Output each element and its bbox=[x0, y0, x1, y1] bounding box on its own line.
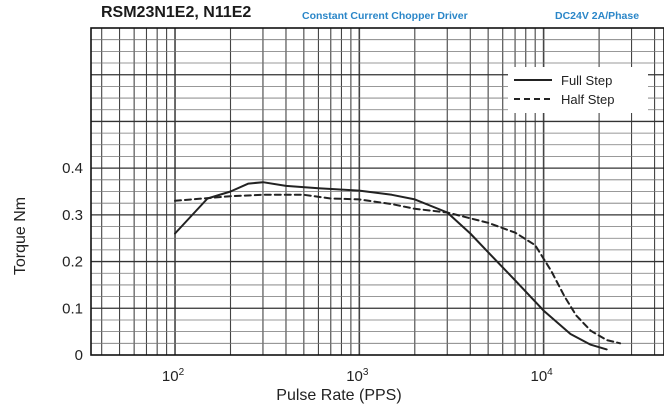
y-tick-label: 0 bbox=[75, 347, 83, 364]
x-tick-label: 104 bbox=[530, 367, 553, 385]
y-tick-label: 0.3 bbox=[62, 207, 83, 224]
y-tick-label: 0.4 bbox=[62, 160, 83, 177]
series-layer bbox=[174, 181, 622, 351]
tick-labels: 0 0.1 0.2 0.3 0.4 102 103 104 bbox=[62, 160, 553, 385]
y-tick-label: 0.2 bbox=[62, 254, 83, 271]
x-tick-label: 103 bbox=[346, 367, 369, 385]
x-axis-label: Pulse Rate (PPS) bbox=[276, 387, 401, 404]
driver-subtitle: Constant Current Chopper Driver bbox=[302, 10, 468, 22]
legend-background bbox=[508, 67, 648, 113]
series-line-half-step bbox=[174, 193, 622, 345]
x-tick-label: 102 bbox=[162, 367, 185, 385]
legend: Full Step Half Step bbox=[508, 67, 648, 113]
legend-label: Half Step bbox=[561, 92, 614, 107]
chart-title: RSM23N1E2, N11E2 bbox=[101, 4, 252, 21]
y-tick-label: 0.1 bbox=[62, 300, 83, 317]
series-line-full-step bbox=[174, 181, 608, 351]
supply-note: DC24V 2A/Phase bbox=[555, 10, 640, 22]
plot-border bbox=[90, 27, 664, 356]
y-axis-label: Torque Nm bbox=[12, 197, 29, 275]
legend-label: Full Step bbox=[561, 73, 612, 88]
